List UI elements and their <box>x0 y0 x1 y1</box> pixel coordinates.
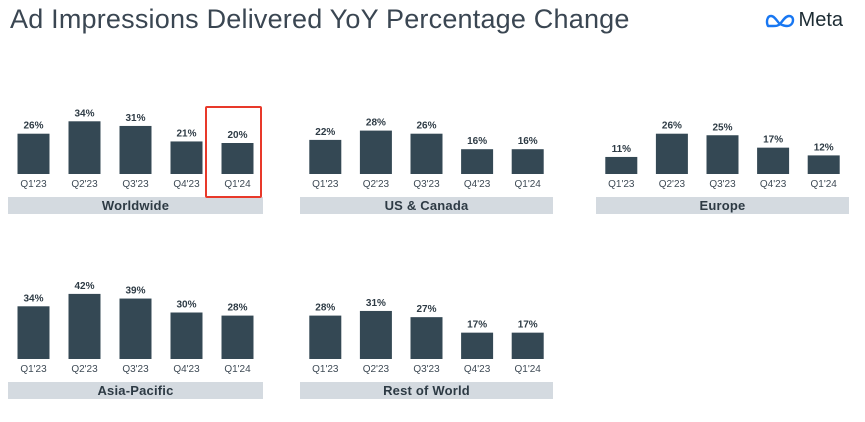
tick-label-q1-24: Q1'24 <box>224 364 251 375</box>
bar-chart-worldwide: 26% Q1'23 34% Q2'23 31% Q3'23 21% Q4'23 20% Q1'24 <box>17 108 254 190</box>
tick-label-q3-23: Q3'23 <box>413 364 440 375</box>
tick-label-q3-23: Q3'23 <box>413 179 440 190</box>
tick-label-q1-24: Q1'24 <box>224 179 251 190</box>
value-label-q2-23: 34% <box>74 108 94 119</box>
meta-logo: Meta <box>765 9 843 32</box>
value-label-q2-23: 31% <box>366 298 386 309</box>
value-label-q2-23: 28% <box>366 118 386 129</box>
tick-label-q2-23: Q2'23 <box>71 179 98 190</box>
value-label-q2-23: 42% <box>74 281 94 292</box>
bar-q1-24 <box>511 149 544 174</box>
region-label-us-canada: US & Canada <box>300 197 553 214</box>
value-label-q1-24: 16% <box>518 136 538 147</box>
tick-label-q2-23: Q2'23 <box>71 364 98 375</box>
bar-q1-23 <box>605 156 638 174</box>
bar-q4-23 <box>757 147 790 174</box>
bar-chart-asia-pacific: 34% Q1'23 42% Q2'23 39% Q3'23 30% Q4'23 28% Q1'24 <box>17 281 254 375</box>
tick-label-q3-23: Q3'23 <box>709 179 736 190</box>
bar-q2-23 <box>359 130 392 174</box>
value-label-q3-23: 39% <box>125 286 145 297</box>
region-label-rest-of-world: Rest of World <box>300 382 553 399</box>
bar-q4-23 <box>461 149 494 174</box>
value-label-q1-24: 17% <box>518 320 538 331</box>
tick-label-q1-24: Q1'24 <box>515 179 542 190</box>
tick-label-q1-23: Q1'23 <box>312 179 339 190</box>
tick-label-q1-24: Q1'24 <box>811 179 838 190</box>
bar-q1-24 <box>511 332 544 359</box>
bar-q1-24 <box>221 315 254 359</box>
highlight-box-q1-24 <box>205 106 262 198</box>
bar-q3-23 <box>119 125 152 174</box>
value-label-q1-23: 11% <box>612 144 632 155</box>
chart-asia-pacific: 34% Q1'23 42% Q2'23 39% Q3'23 30% Q4'23 28% Q1'24… <box>8 272 263 402</box>
tick-label-q3-23: Q3'23 <box>122 364 149 375</box>
tick-label-q1-23: Q1'23 <box>20 364 47 375</box>
value-label-q4-23: 17% <box>467 320 487 331</box>
bar-q4-23 <box>170 312 203 359</box>
bar-q1-24 <box>807 155 840 174</box>
bar-q1-23 <box>17 306 50 359</box>
tick-label-q2-23: Q2'23 <box>363 364 390 375</box>
bar-q2-23 <box>68 293 101 359</box>
tick-label-q1-23: Q1'23 <box>312 364 339 375</box>
chart-rest-of-world: 28% Q1'23 31% Q2'23 27% Q3'23 17% Q4'23 17% Q1'24… <box>300 272 553 402</box>
chart-worldwide: 26% Q1'23 34% Q2'23 31% Q3'23 21% Q4'23 20% Q1'24… <box>8 90 263 216</box>
bar-q1-23 <box>17 133 50 174</box>
tick-label-q4-23: Q4'23 <box>173 364 200 375</box>
value-label-q4-23: 16% <box>467 136 487 147</box>
value-label-q4-23: 21% <box>176 128 196 139</box>
bar-q4-23 <box>170 141 203 174</box>
region-label-europe: Europe <box>596 197 849 214</box>
tick-label-q2-23: Q2'23 <box>363 179 390 190</box>
bar-chart-europe: 11% Q1'23 26% Q2'23 25% Q3'23 17% Q4'23 12% Q1'24 <box>605 121 840 190</box>
tick-label-q4-23: Q4'23 <box>173 179 200 190</box>
bar-q1-24 <box>221 143 254 174</box>
bar-q3-23 <box>410 133 443 174</box>
chart-europe: 11% Q1'23 26% Q2'23 25% Q3'23 17% Q4'23 12% Q1'24… <box>596 90 849 216</box>
bar-q3-23 <box>706 135 739 174</box>
tick-label-q1-24: Q1'24 <box>515 364 542 375</box>
bar-q2-23 <box>655 133 688 174</box>
logo-wordmark: Meta <box>798 9 843 31</box>
page-title: Ad Impressions Delivered YoY Percentage … <box>10 4 630 34</box>
tick-label-q4-23: Q4'23 <box>464 179 491 190</box>
value-label-q1-23: 28% <box>315 303 335 314</box>
region-label-asia-pacific: Asia-Pacific <box>8 382 263 399</box>
value-label-q1-23: 34% <box>23 293 43 304</box>
bar-q2-23 <box>359 310 392 359</box>
value-label-q1-23: 22% <box>315 127 335 138</box>
chart-us-canada: 22% Q1'23 28% Q2'23 26% Q3'23 16% Q4'23 16% Q1'24… <box>300 90 553 216</box>
value-label-q4-23: 17% <box>763 135 783 146</box>
bar-chart-us-canada: 22% Q1'23 28% Q2'23 26% Q3'23 16% Q4'23 16% Q1'24 <box>309 118 544 190</box>
value-label-q3-23: 26% <box>416 121 436 132</box>
value-label-q2-23: 26% <box>662 121 682 132</box>
tick-label-q4-23: Q4'23 <box>760 179 787 190</box>
tick-label-q4-23: Q4'23 <box>464 364 491 375</box>
bar-q3-23 <box>410 317 443 359</box>
value-label-q1-24: 12% <box>814 142 834 153</box>
bar-chart-rest-of-world: 28% Q1'23 31% Q2'23 27% Q3'23 17% Q4'23 17% Q1'24 <box>309 298 544 375</box>
tick-label-q2-23: Q2'23 <box>659 179 686 190</box>
meta-infinity-icon <box>765 14 794 27</box>
region-label-worldwide: Worldwide <box>8 197 263 214</box>
bar-q3-23 <box>119 298 152 359</box>
tick-label-q1-23: Q1'23 <box>608 179 635 190</box>
bar-q2-23 <box>68 121 101 174</box>
value-label-q1-24: 20% <box>227 130 247 141</box>
value-label-q3-23: 25% <box>712 122 732 133</box>
value-label-q4-23: 30% <box>176 300 196 311</box>
bar-q1-23 <box>309 139 342 174</box>
tick-label-q3-23: Q3'23 <box>122 179 149 190</box>
value-label-q1-24: 28% <box>227 303 247 314</box>
value-label-q3-23: 27% <box>416 304 436 315</box>
bar-q1-23 <box>309 315 342 359</box>
value-label-q1-23: 26% <box>23 121 43 132</box>
tick-label-q1-23: Q1'23 <box>20 179 47 190</box>
value-label-q3-23: 31% <box>125 113 145 124</box>
bar-q4-23 <box>461 332 494 359</box>
